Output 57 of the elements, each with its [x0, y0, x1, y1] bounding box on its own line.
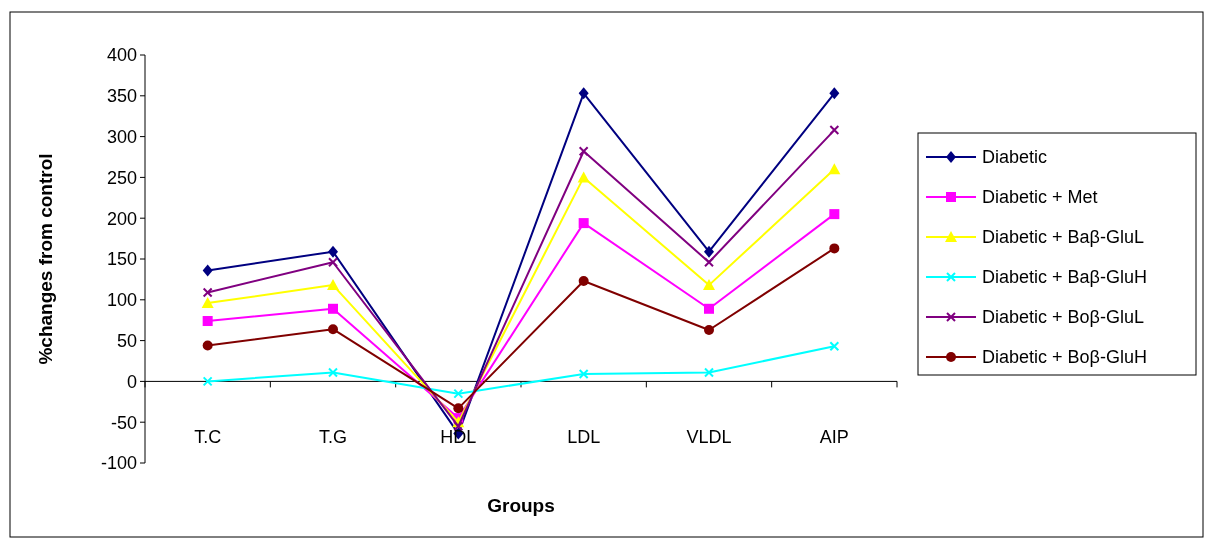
- point: [578, 218, 589, 229]
- point: [829, 209, 840, 220]
- point: [578, 369, 589, 380]
- legend-label: Diabetic + Boβ-GluH: [982, 347, 1147, 368]
- point: [578, 87, 589, 100]
- point: [704, 324, 714, 335]
- y-tick-label: 400: [106, 45, 137, 66]
- point: [578, 276, 589, 287]
- point: [453, 388, 464, 399]
- point: [202, 376, 213, 387]
- point: [453, 403, 464, 414]
- y-tick-label: -50: [110, 412, 137, 433]
- y-tick-label: 50: [116, 330, 137, 351]
- point: [829, 87, 840, 100]
- legend-label: Diabetic + Baβ-GluL: [982, 227, 1144, 248]
- x-tick-label: LDL: [567, 427, 601, 448]
- point: [327, 279, 339, 291]
- point: [578, 146, 589, 157]
- point: [328, 324, 338, 335]
- point: [202, 316, 213, 327]
- x-tick-label: T.C: [194, 427, 222, 448]
- y-tick-label: 150: [106, 249, 137, 270]
- legend-label: Diabetic + Boβ-GluL: [982, 307, 1144, 328]
- point: [202, 287, 213, 298]
- point: [828, 163, 841, 175]
- x-axis-title: Groups: [487, 495, 555, 516]
- point: [704, 303, 714, 314]
- point: [829, 341, 840, 352]
- point: [703, 279, 715, 291]
- point: [704, 257, 714, 268]
- y-tick-label: 100: [106, 290, 137, 311]
- point: [328, 303, 338, 314]
- point: [328, 367, 338, 378]
- y-tick-label: 250: [106, 167, 137, 188]
- x-tick-label: HDL: [440, 427, 477, 448]
- point: [202, 340, 213, 351]
- point: [829, 125, 840, 136]
- legend-label: Diabetic + Met: [982, 187, 1098, 208]
- point: [201, 297, 214, 309]
- legend-label: Diabetic + Baβ-GluH: [982, 267, 1147, 288]
- x-tick-label: T.G: [318, 427, 348, 448]
- y-tick-label: 350: [106, 86, 137, 107]
- y-tick-label: 0: [126, 371, 137, 392]
- point: [328, 245, 338, 258]
- x-tick-label: AIP: [819, 427, 849, 448]
- y-tick-label: 200: [106, 208, 137, 229]
- point: [829, 243, 840, 254]
- point: [704, 245, 714, 258]
- point: [328, 257, 338, 268]
- point: [577, 171, 590, 183]
- point: [202, 264, 213, 277]
- legend-label: Diabetic: [982, 147, 1048, 168]
- y-axis-title: %changes from control: [35, 153, 56, 365]
- x-tick-label: VLDL: [686, 427, 732, 448]
- point: [704, 367, 714, 378]
- y-tick-label: 300: [106, 126, 137, 147]
- y-tick-label: -100: [100, 453, 137, 474]
